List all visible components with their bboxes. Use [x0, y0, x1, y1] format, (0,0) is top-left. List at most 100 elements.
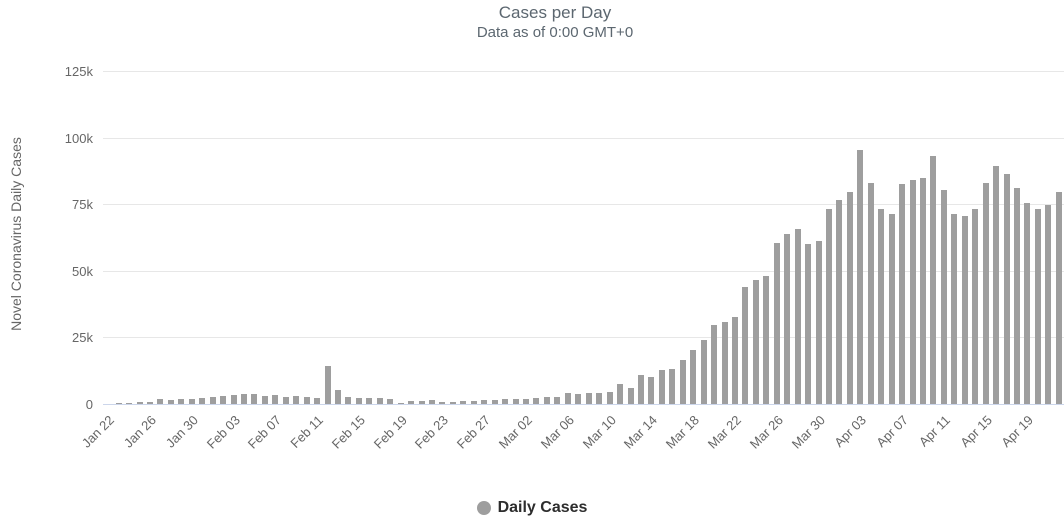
daily-cases-bar-feb-06[interactable] [261, 395, 268, 404]
chart-title: Cases per Day [498, 3, 612, 22]
daily-cases-bar-apr-09[interactable] [919, 178, 926, 404]
daily-cases-bar-jan-30[interactable] [188, 398, 195, 404]
daily-cases-bar-apr-15[interactable] [982, 182, 989, 404]
daily-cases-bar-feb-26[interactable] [470, 401, 477, 404]
daily-cases-bar-mar-08[interactable] [585, 393, 592, 404]
y-axis-tick-label: 100k [64, 130, 93, 146]
daily-cases-bar-mar-13[interactable] [637, 375, 644, 404]
daily-cases-bar-feb-17[interactable] [376, 398, 383, 404]
daily-cases-bar-mar-06[interactable] [564, 393, 571, 404]
daily-cases-bar-apr-01[interactable] [836, 200, 843, 404]
daily-cases-bar-apr-12[interactable] [951, 214, 958, 404]
daily-cases-bar-jan-28[interactable] [167, 400, 174, 404]
daily-cases-bar-mar-28[interactable] [794, 228, 801, 404]
daily-cases-bar-apr-13[interactable] [961, 215, 968, 404]
daily-cases-bar-mar-27[interactable] [784, 233, 791, 404]
daily-cases-bar-apr-21[interactable] [1045, 204, 1052, 404]
daily-cases-bar-mar-04[interactable] [543, 397, 550, 404]
daily-cases-bar-feb-15[interactable] [355, 398, 362, 404]
daily-cases-bar-mar-11[interactable] [617, 384, 624, 404]
gridline-125k [103, 71, 1064, 72]
daily-cases-bar-apr-11[interactable] [940, 190, 947, 404]
daily-cases-bar-mar-25[interactable] [763, 275, 770, 404]
daily-cases-bar-feb-16[interactable] [366, 398, 373, 404]
daily-cases-bar-feb-22[interactable] [429, 400, 436, 404]
daily-cases-bar-mar-17[interactable] [679, 359, 686, 404]
legend-item-daily-cases[interactable]: Daily Cases [0, 499, 1064, 517]
daily-cases-bar-mar-31[interactable] [825, 209, 832, 404]
chart-subtitle: Data as of 0:00 GMT+0 [476, 24, 634, 41]
y-axis-tick-label: 75k [72, 197, 93, 213]
daily-cases-bar-apr-08[interactable] [909, 179, 916, 404]
daily-cases-bar-feb-24[interactable] [449, 401, 456, 404]
daily-cases-bar-mar-26[interactable] [773, 242, 780, 404]
daily-cases-bar-mar-03[interactable] [533, 397, 540, 404]
daily-cases-bar-feb-28[interactable] [491, 400, 498, 404]
daily-cases-bar-feb-01[interactable] [209, 397, 216, 404]
daily-cases-bar-apr-04[interactable] [867, 182, 874, 404]
daily-cases-bar-apr-07[interactable] [899, 184, 906, 404]
daily-cases-bar-feb-12[interactable] [324, 366, 331, 404]
daily-cases-bar-mar-12[interactable] [627, 387, 634, 404]
daily-cases-bar-feb-08[interactable] [282, 396, 289, 404]
daily-cases-bar-feb-09[interactable] [293, 395, 300, 404]
daily-cases-bar-mar-15[interactable] [658, 369, 665, 404]
daily-cases-bar-feb-07[interactable] [272, 394, 279, 404]
daily-cases-bar-feb-02[interactable] [220, 396, 227, 404]
daily-cases-bar-mar-02[interactable] [523, 399, 530, 404]
daily-cases-bar-feb-14[interactable] [345, 396, 352, 404]
daily-cases-bar-mar-20[interactable] [711, 325, 718, 404]
daily-cases-bar-jan-26[interactable] [147, 401, 153, 404]
daily-cases-bar-feb-04[interactable] [241, 393, 248, 404]
daily-cases-bar-mar-21[interactable] [721, 321, 728, 404]
daily-cases-bar-apr-17[interactable] [1003, 174, 1010, 404]
daily-cases-bar-feb-23[interactable] [439, 402, 446, 404]
daily-cases-bar-apr-05[interactable] [878, 209, 885, 404]
daily-cases-bar-feb-11[interactable] [314, 398, 321, 404]
daily-cases-bar-feb-21[interactable] [418, 401, 425, 404]
daily-cases-bar-mar-10[interactable] [606, 391, 613, 404]
daily-cases-bar-feb-27[interactable] [481, 400, 488, 404]
daily-cases-bar-mar-14[interactable] [648, 376, 655, 404]
daily-cases-bar-apr-10[interactable] [930, 156, 937, 404]
daily-cases-bar-jan-25[interactable] [136, 402, 143, 404]
daily-cases-bar-mar-09[interactable] [596, 392, 603, 404]
daily-cases-bar-feb-19[interactable] [397, 402, 404, 404]
daily-cases-bar-apr-14[interactable] [972, 209, 979, 404]
daily-cases-bar-mar-19[interactable] [700, 339, 707, 404]
daily-cases-bar-feb-05[interactable] [251, 394, 258, 404]
daily-cases-bar-mar-24[interactable] [752, 280, 759, 404]
daily-cases-bar-jan-23[interactable] [115, 403, 122, 404]
daily-cases-bar-apr-16[interactable] [993, 166, 1000, 404]
daily-cases-bar-apr-03[interactable] [857, 150, 864, 404]
daily-cases-bar-feb-03[interactable] [230, 395, 237, 404]
daily-cases-bar-mar-30[interactable] [815, 240, 822, 404]
daily-cases-bar-jan-29[interactable] [178, 399, 185, 404]
daily-cases-bar-apr-19[interactable] [1024, 202, 1031, 404]
gridline-75k [103, 204, 1064, 206]
daily-cases-bar-mar-16[interactable] [669, 368, 676, 404]
daily-cases-bar-mar-18[interactable] [690, 349, 697, 404]
daily-cases-bar-feb-18[interactable] [387, 398, 394, 404]
daily-cases-bar-feb-13[interactable] [335, 390, 342, 404]
daily-cases-bar-feb-20[interactable] [408, 401, 415, 404]
daily-cases-bar-apr-22[interactable] [1055, 191, 1062, 404]
daily-cases-bar-feb-29[interactable] [502, 399, 509, 404]
daily-cases-bar-feb-25[interactable] [460, 401, 467, 404]
legend-label: Daily Cases [497, 499, 588, 516]
daily-cases-bar-jan-24[interactable] [126, 402, 133, 404]
daily-cases-bar-apr-20[interactable] [1034, 209, 1041, 404]
daily-cases-bar-mar-07[interactable] [575, 394, 582, 404]
daily-cases-bar-feb-10[interactable] [303, 397, 310, 404]
daily-cases-bar-jan-27[interactable] [157, 399, 164, 404]
daily-cases-bar-jan-31[interactable] [199, 398, 206, 404]
daily-cases-bar-mar-01[interactable] [512, 399, 519, 404]
daily-cases-bar-mar-23[interactable] [742, 287, 749, 404]
y-axis-tick-label: 0 [85, 397, 93, 412]
daily-cases-bar-apr-06[interactable] [888, 214, 895, 404]
daily-cases-bar-mar-05[interactable] [554, 396, 561, 404]
daily-cases-bar-mar-29[interactable] [805, 244, 812, 404]
daily-cases-bar-apr-18[interactable] [1013, 187, 1020, 404]
daily-cases-bar-apr-02[interactable] [846, 192, 853, 404]
daily-cases-bar-mar-22[interactable] [731, 317, 738, 404]
